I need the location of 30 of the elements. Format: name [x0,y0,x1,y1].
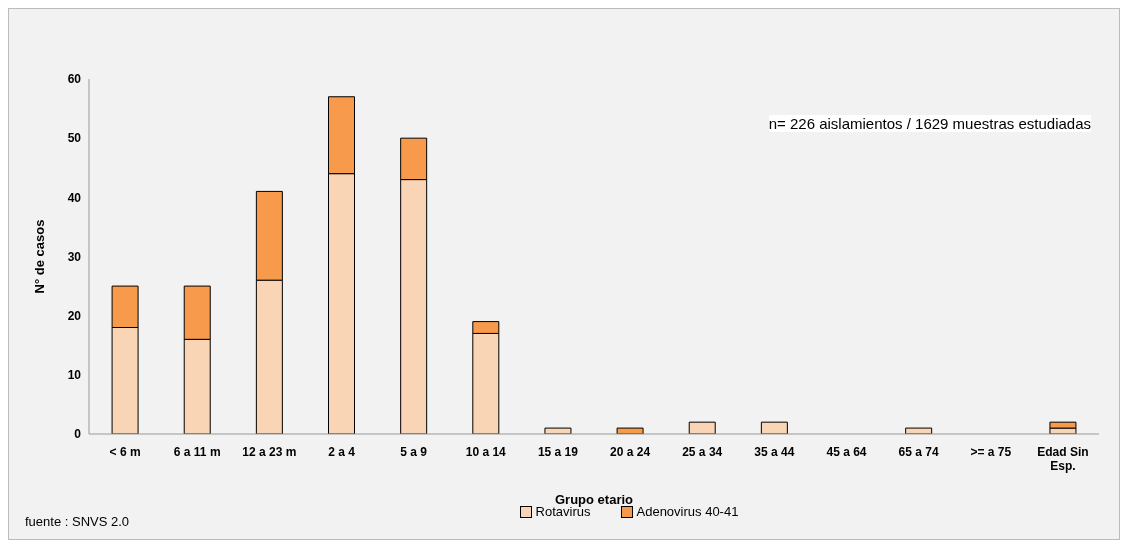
x-tick-label: 15 a 19 [537,445,579,459]
legend-label: Adenovirus 40-41 [636,504,739,519]
x-axis-title: Grupo etario [554,492,634,507]
x-tick-label: 10 a 14 [465,445,507,459]
x-tick-label: 65 a 74 [898,445,939,459]
x-tick-label: 20 a 24 [610,445,651,459]
x-tick-label: 6 a 11 m [173,445,221,459]
x-tick-label: >= a 75 [970,445,1012,459]
x-tick-label: 12 a 23 m [242,445,297,459]
x-tick-label: < 6 m [109,445,141,459]
x-tick-label: 45 a 64 [826,445,867,459]
x-tick-label: 5 a 9 [400,445,428,459]
bar [1049,421,1077,429]
bar [544,427,572,434]
annotation: n= 226 aislamientos / 1629 muestras estudiadas [768,115,1091,132]
source-note: fuente : SNVS 2.0 [25,514,130,529]
y-tick-label: 20 [67,308,82,323]
y-tick-label: 40 [67,190,82,205]
bar [905,427,933,434]
x-tick-label: 2 a 4 [328,445,356,459]
x-tick-label: 35 a 44 [754,445,795,459]
y-tick-label: 60 [67,72,82,87]
bar [616,427,644,434]
y-tick-label: 30 [67,249,82,264]
y-tick-label: 50 [67,131,82,146]
y-axis-title: N° de casos [31,219,47,294]
x-tick-label: 25 a 34 [682,445,723,459]
x-tick-label: Edad Sin Esp. [1037,445,1089,473]
y-tick-label: 10 [67,368,82,383]
y-tick-label: 0 [74,427,82,442]
